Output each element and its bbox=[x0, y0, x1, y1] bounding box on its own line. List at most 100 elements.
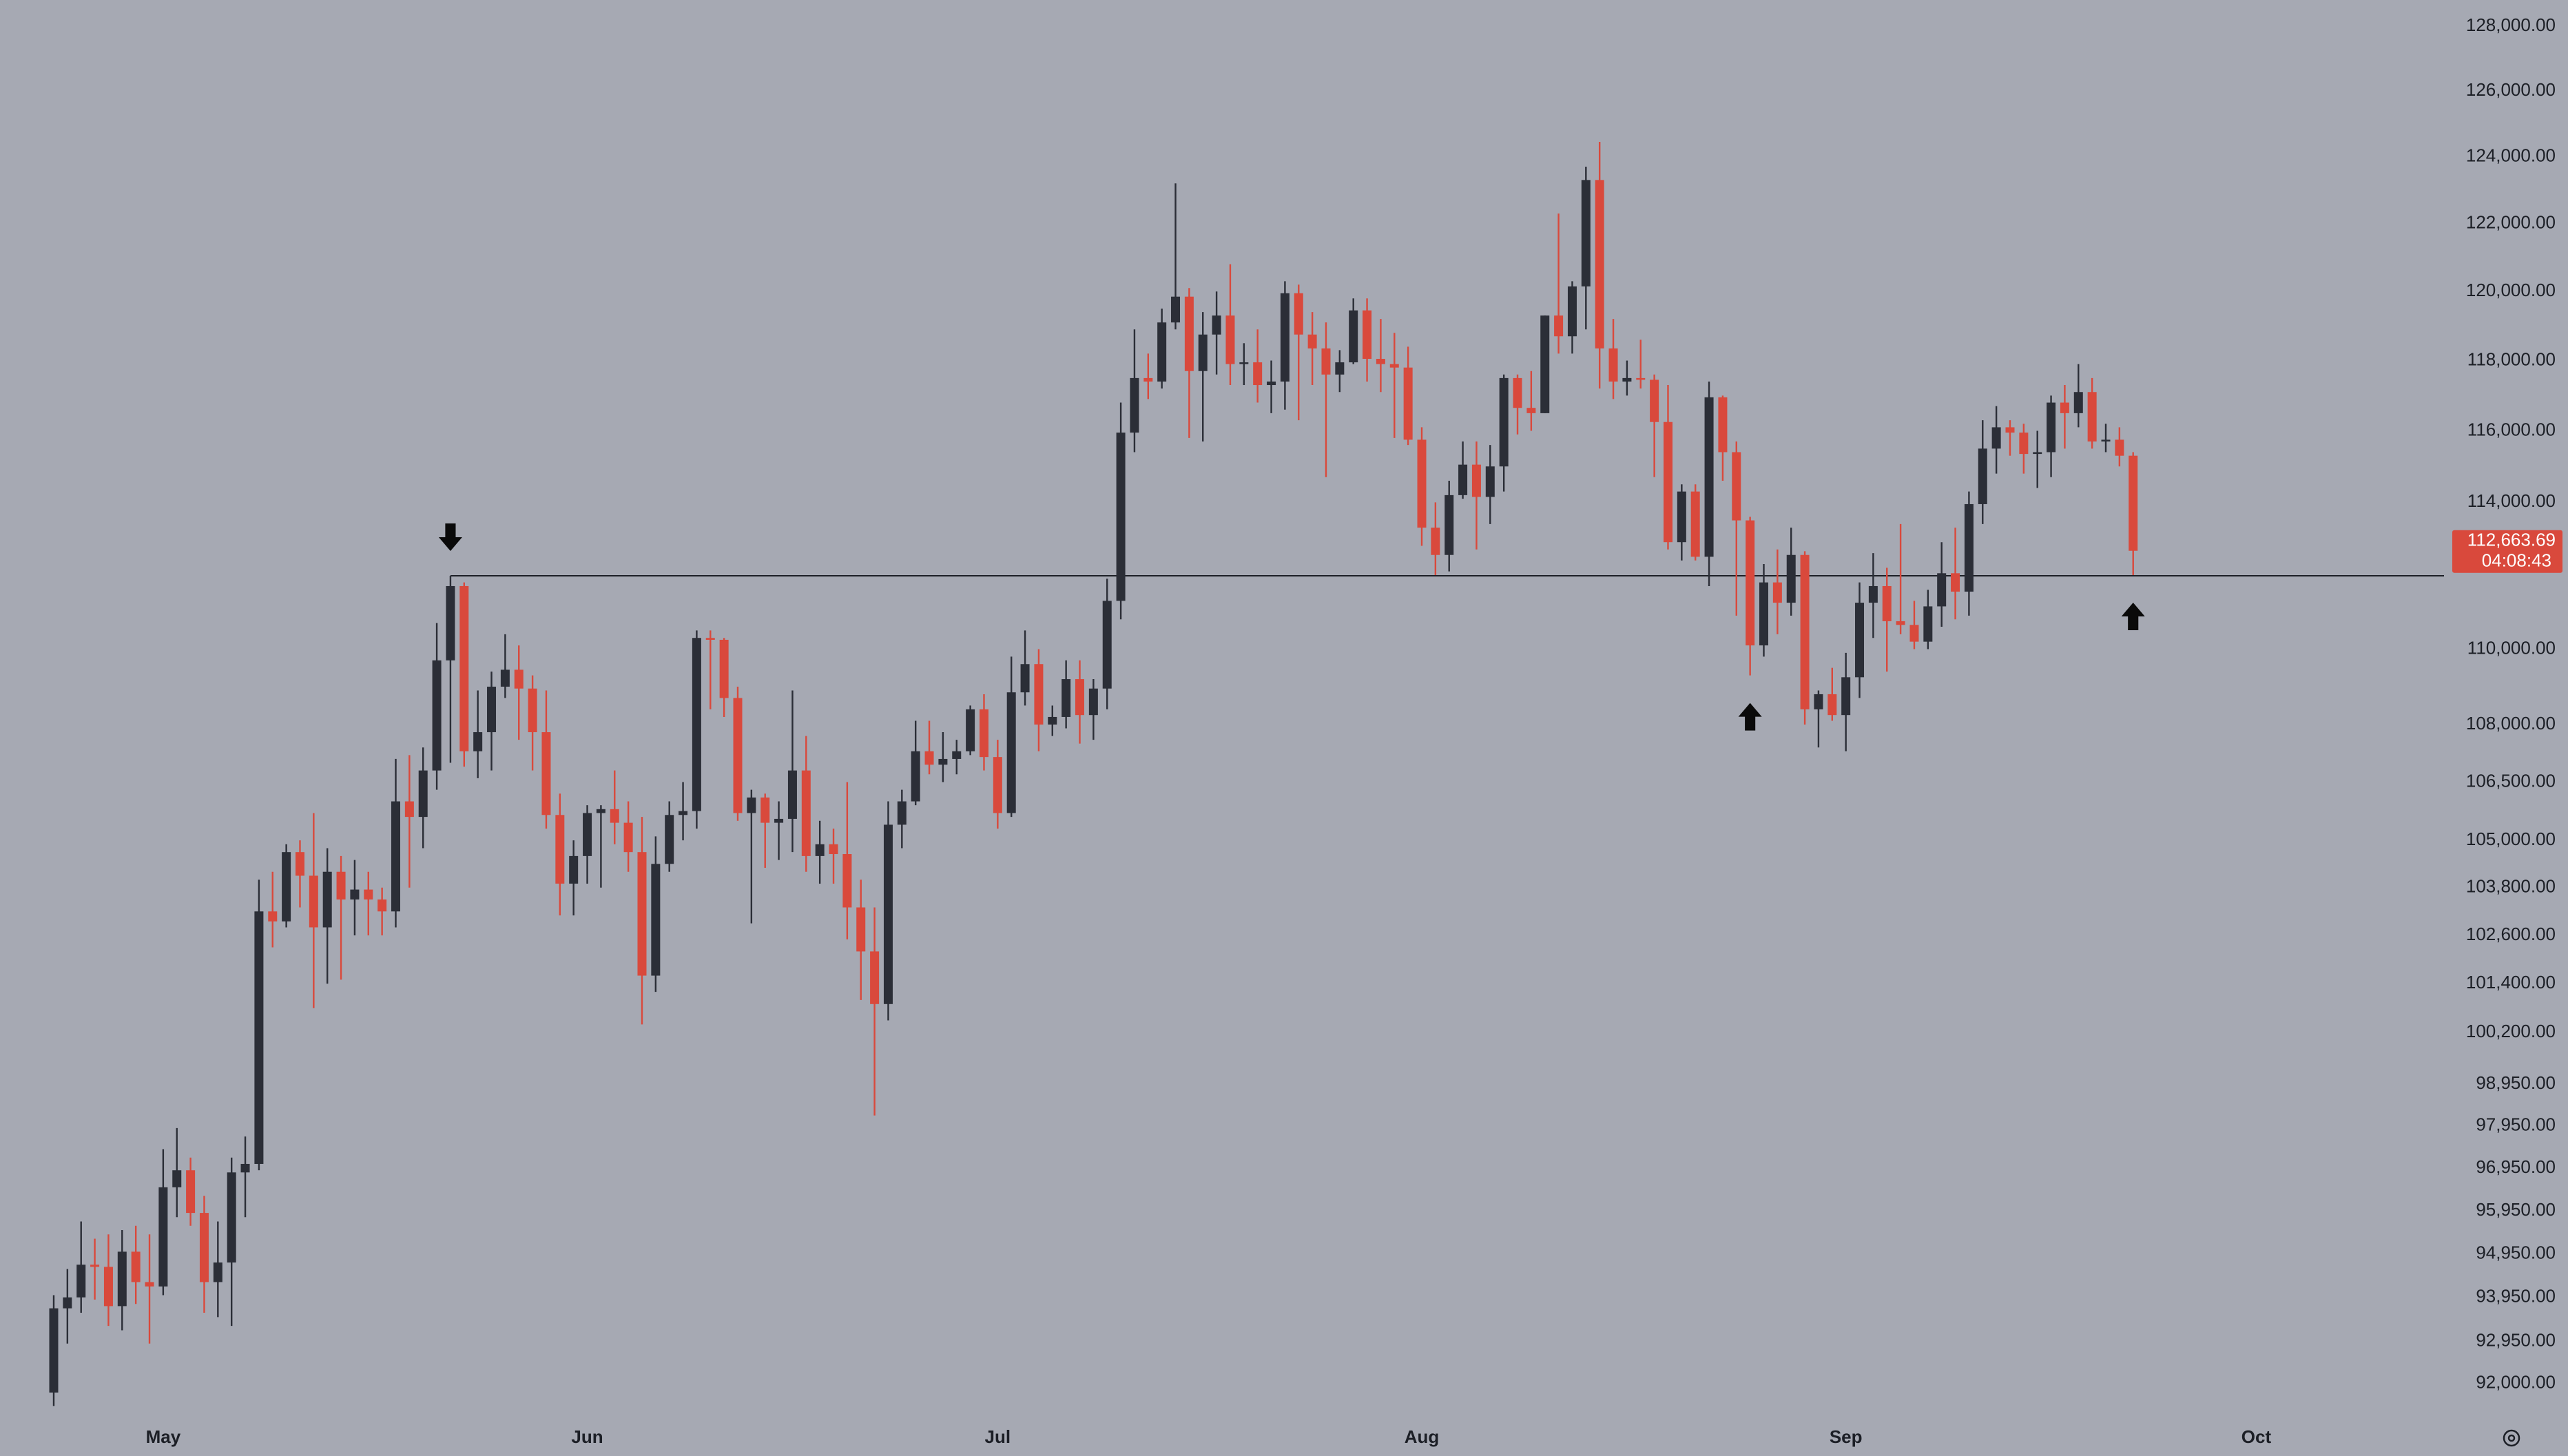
candle-body bbox=[1690, 491, 1700, 557]
candle-body bbox=[1034, 664, 1044, 725]
candle-body bbox=[1376, 359, 1385, 364]
candle-body bbox=[90, 1265, 100, 1267]
candle-body bbox=[1212, 315, 1221, 335]
arrow bbox=[438, 523, 462, 552]
candle-body bbox=[404, 801, 414, 818]
candle-body bbox=[1526, 408, 1536, 413]
candle-body bbox=[870, 951, 880, 1004]
candle-body bbox=[459, 585, 469, 751]
settings-icon-core bbox=[2507, 1434, 2516, 1442]
countdown-label: 04:08:43 bbox=[2482, 550, 2551, 571]
candle-body bbox=[1171, 296, 1181, 323]
candle-body bbox=[1800, 554, 1810, 709]
candle-body bbox=[1814, 694, 1823, 709]
candle-body bbox=[117, 1251, 127, 1307]
candle-body bbox=[637, 852, 647, 976]
candle-body bbox=[993, 757, 1002, 813]
candle-body bbox=[1677, 491, 1686, 543]
candle-body bbox=[1485, 466, 1495, 497]
candle-body bbox=[1363, 310, 1372, 360]
x-tick-label: Aug bbox=[1405, 1426, 1440, 1447]
candle-body bbox=[1718, 397, 1728, 453]
candle-body bbox=[911, 751, 920, 802]
settings-icon[interactable] bbox=[2503, 1429, 2520, 1447]
candle-body bbox=[1896, 621, 1905, 625]
candle-body bbox=[733, 698, 743, 813]
price-label: 112,663.69 bbox=[2467, 530, 2556, 550]
candle-body bbox=[1239, 362, 1249, 364]
candle-body bbox=[938, 758, 948, 765]
candle-body bbox=[1458, 464, 1468, 495]
candle-body bbox=[1759, 582, 1768, 646]
candle-body bbox=[705, 638, 715, 640]
candle-body bbox=[760, 797, 770, 823]
candle-body bbox=[172, 1170, 182, 1187]
y-tick-label: 93,950.00 bbox=[2476, 1286, 2556, 1307]
candle-body bbox=[1650, 379, 1659, 422]
candle-body bbox=[1280, 293, 1290, 382]
x-tick-label: Oct bbox=[2241, 1426, 2272, 1447]
candle-body bbox=[282, 852, 291, 922]
candle-body bbox=[1253, 362, 1263, 386]
candle-body bbox=[1431, 528, 1440, 555]
candle-body bbox=[1157, 322, 1167, 382]
candle-body bbox=[1403, 367, 1413, 440]
candle-body bbox=[268, 911, 278, 922]
x-tick-label: Jun bbox=[571, 1426, 603, 1447]
candle-body bbox=[2047, 402, 2056, 453]
candle-body bbox=[528, 688, 537, 733]
y-tick-label: 126,000.00 bbox=[2466, 79, 2556, 100]
candle-body bbox=[1417, 439, 1427, 528]
candle-body bbox=[842, 854, 852, 908]
candle-body bbox=[1075, 679, 1084, 716]
y-tick-label: 105,000.00 bbox=[2466, 829, 2556, 849]
candle-body bbox=[1184, 296, 1194, 371]
candle-body bbox=[2073, 392, 2083, 413]
candle-body bbox=[1540, 315, 1550, 413]
candle-body bbox=[2101, 439, 2111, 442]
candle-body bbox=[569, 855, 579, 884]
y-tick-label: 96,950.00 bbox=[2476, 1156, 2556, 1177]
y-tick-label: 100,200.00 bbox=[2466, 1021, 2556, 1041]
candle-body bbox=[883, 824, 893, 1004]
candle-body bbox=[1471, 464, 1481, 497]
candle-body bbox=[1389, 364, 1399, 368]
x-tick-label: Sep bbox=[1830, 1426, 1863, 1447]
candle-body bbox=[1772, 582, 1782, 603]
candle-body bbox=[350, 889, 360, 899]
candle-body bbox=[1581, 180, 1591, 287]
candle-body bbox=[924, 751, 934, 765]
candle-body bbox=[1349, 310, 1358, 363]
candle-body bbox=[651, 864, 661, 976]
y-tick-label: 101,400.00 bbox=[2466, 972, 2556, 992]
candle-body bbox=[1636, 377, 1646, 380]
y-tick-label: 92,950.00 bbox=[2476, 1329, 2556, 1350]
candle-body bbox=[1978, 448, 1987, 504]
candle-body bbox=[596, 809, 605, 813]
candle-body bbox=[2129, 455, 2138, 551]
candle-body bbox=[1198, 334, 1208, 371]
candle-body bbox=[364, 889, 373, 899]
candle-body bbox=[897, 801, 907, 825]
candle-body bbox=[254, 911, 264, 1164]
candle-body bbox=[1827, 694, 1837, 716]
candle-body bbox=[1909, 625, 1919, 642]
candle-body bbox=[1663, 422, 1673, 543]
candle-body bbox=[1868, 585, 1878, 603]
candle-body bbox=[610, 809, 619, 823]
y-tick-label: 108,000.00 bbox=[2466, 713, 2556, 734]
y-tick-label: 94,950.00 bbox=[2476, 1242, 2556, 1262]
candle-body bbox=[1321, 348, 1331, 375]
candle-body bbox=[801, 770, 811, 856]
y-tick-label: 103,800.00 bbox=[2466, 876, 2556, 897]
candle-body bbox=[1786, 554, 1796, 603]
candle-body bbox=[1088, 688, 1098, 716]
candle-body bbox=[158, 1187, 168, 1287]
candle-body bbox=[2005, 427, 2015, 433]
arrow bbox=[2121, 602, 2145, 630]
arrow bbox=[1738, 703, 1762, 731]
candle-body bbox=[583, 813, 592, 856]
